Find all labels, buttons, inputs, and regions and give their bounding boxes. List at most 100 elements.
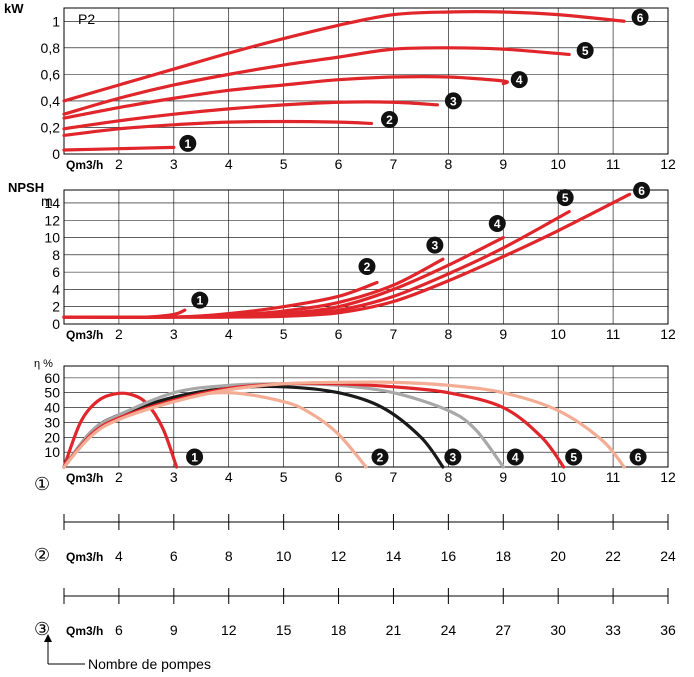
scale-tick-label: 21	[386, 622, 402, 638]
series-marker-label: 4	[512, 451, 519, 465]
x-tick-label: 3	[170, 469, 178, 485]
scale-tick-label: 6	[115, 622, 123, 638]
x-tick-label: 3	[170, 326, 178, 342]
x-tick-label: 5	[280, 469, 288, 485]
scale-tick-label: 24	[441, 622, 457, 638]
series-line-3	[62, 100, 439, 131]
series-marker-1	[179, 134, 197, 152]
y-tick-label: 14	[44, 195, 60, 211]
series-line-1	[62, 391, 179, 469]
y-tick-label: 40	[44, 400, 60, 416]
scale-tick-label: 10	[276, 548, 292, 564]
y-tick-label: 30	[44, 414, 60, 430]
x-axis-label: Qm3/h	[66, 471, 103, 485]
scale-tick-label: 12	[221, 622, 237, 638]
y-tick-label: 0	[52, 146, 60, 162]
x-axis-label: Qm3/h	[66, 158, 103, 172]
scale-tick-label: 6	[170, 548, 178, 564]
y-tick-label: 0,8	[41, 40, 61, 56]
efficiency-y-label: η %	[34, 358, 53, 370]
scale-tick-label: 24	[660, 548, 676, 564]
x-tick-label: 7	[390, 469, 398, 485]
x-tick-label: 8	[444, 156, 452, 172]
series-marker-label: 4	[494, 217, 501, 231]
scale-tick-label: 27	[495, 622, 511, 638]
scale-tick-label: 36	[660, 622, 676, 638]
x-tick-label: 9	[499, 469, 507, 485]
pump-count-marker: ③	[34, 619, 50, 639]
x-tick-label: 5	[280, 156, 288, 172]
x-tick-label: 10	[550, 469, 566, 485]
y-tick-label: 1	[52, 13, 60, 29]
series-marker-label: 5	[562, 191, 569, 205]
series-line-4	[62, 75, 509, 120]
series-marker-label: 1	[191, 451, 198, 465]
power-p2-label: P2	[78, 11, 95, 27]
scale-tick-label: 15	[276, 622, 292, 638]
series-marker-label: 5	[582, 44, 589, 58]
series-marker-1	[191, 291, 209, 309]
series-marker-label: 4	[516, 73, 523, 87]
scale-tick-label: 33	[605, 622, 621, 638]
series-marker-6	[633, 181, 651, 199]
series-marker-1	[186, 448, 204, 466]
series-marker-4	[510, 71, 528, 89]
x-tick-label: 9	[499, 156, 507, 172]
series-marker-label: 2	[377, 451, 384, 465]
x-axis-label: Qm3/h	[66, 328, 103, 342]
y-tick-label: 12	[44, 212, 60, 228]
y-tick-label: 10	[44, 230, 60, 246]
series-marker-label: 2	[386, 113, 393, 127]
series-marker-2	[358, 258, 376, 276]
x-tick-label: 2	[115, 469, 123, 485]
scale-tick-label: 18	[495, 548, 511, 564]
scale-tick-label: 8	[225, 548, 233, 564]
power-y-label: kW	[4, 1, 24, 16]
series-marker-3	[444, 92, 462, 110]
series-marker-5	[576, 41, 594, 59]
x-tick-label: 11	[606, 156, 621, 172]
x-tick-label: 4	[225, 156, 233, 172]
series-marker-label: 3	[450, 451, 457, 465]
series-marker-2	[371, 448, 389, 466]
series-marker-5	[556, 189, 574, 207]
series-marker-label: 6	[638, 184, 645, 198]
series-line-6	[62, 380, 626, 469]
x-tick-label: 10	[550, 326, 566, 342]
series-marker-3	[426, 236, 444, 254]
x-tick-label: 2	[115, 156, 123, 172]
flow-scale-rows: ① ② Qm3/h 4 6 8 10 12 14 16 18 20 22 24 ③ Qm3/h 6 9 12 15 18…	[34, 474, 676, 639]
series-marker-label: 3	[432, 239, 439, 253]
series-marker-label: 6	[635, 451, 642, 465]
series-marker-label: 3	[450, 94, 457, 108]
y-tick-label: 50	[44, 385, 60, 401]
x-tick-label: 3	[170, 156, 178, 172]
y-tick-label: 20	[44, 429, 60, 445]
pump-count-footnote: Nombre de pompes	[88, 656, 211, 672]
y-tick-label: 60	[44, 370, 60, 386]
scale-tick-label: 22	[605, 548, 621, 564]
y-tick-label: 10	[44, 444, 60, 460]
x-tick-label: 12	[660, 469, 676, 485]
scale-tick-label: 9	[170, 622, 178, 638]
series-line-6	[62, 10, 626, 103]
x-tick-label: 8	[444, 469, 452, 485]
y-tick-label: 0,2	[41, 119, 61, 135]
x-tick-label: 11	[606, 469, 621, 485]
series-marker-label: 2	[364, 260, 371, 274]
scale-row-label: Qm3/h	[66, 624, 103, 638]
plot-frame	[63, 7, 669, 155]
scale-tick-label: 16	[441, 548, 457, 564]
y-tick-label: 0	[52, 316, 60, 332]
x-tick-label: 6	[335, 469, 343, 485]
series-marker-4	[488, 215, 506, 233]
y-tick-label: 0,4	[41, 93, 61, 109]
x-tick-label: 6	[335, 156, 343, 172]
y-tick-label: 2	[52, 299, 60, 315]
x-tick-label: 4	[225, 326, 233, 342]
x-tick-label: 12	[660, 156, 676, 172]
series-line-3	[62, 257, 445, 319]
x-tick-label: 7	[390, 326, 398, 342]
x-tick-label: 7	[390, 156, 398, 172]
